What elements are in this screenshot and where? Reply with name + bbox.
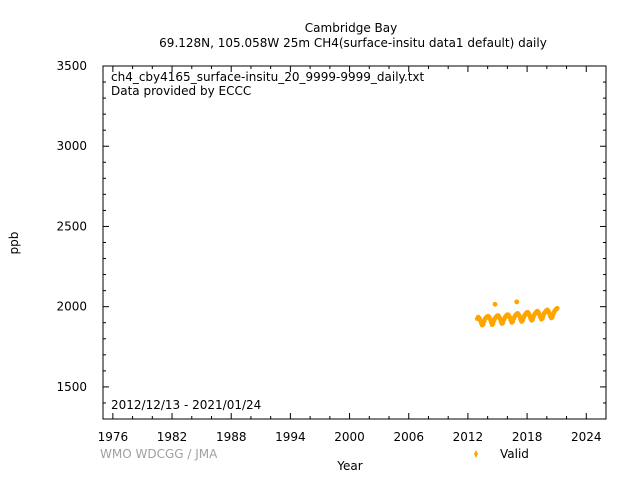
annotation-file: ch4_cby4165_surface-insitu_20_9999-9999_… bbox=[111, 70, 425, 84]
chart-subtitle: 69.128N, 105.058W 25m CH4(surface-insitu… bbox=[159, 36, 547, 50]
axis-ticks bbox=[103, 65, 607, 419]
y-tick-label: 1500 bbox=[56, 380, 87, 394]
y-tick-labels: 1500 2000 2500 3000 3500 bbox=[56, 59, 87, 394]
x-tick-label: 1994 bbox=[275, 430, 306, 444]
x-tick-labels: 1976 1982 1988 1994 2000 2006 2012 2018 2024 bbox=[98, 430, 602, 444]
x-tick-label: 1988 bbox=[216, 430, 247, 444]
date-range-label: 2012/12/13 - 2021/01/24 bbox=[111, 398, 261, 412]
data-point bbox=[514, 299, 520, 305]
y-axis-label: ppb bbox=[7, 232, 21, 255]
data-point bbox=[554, 305, 560, 311]
data-points bbox=[474, 299, 560, 328]
plot-frame bbox=[102, 65, 607, 420]
y-tick-label: 3500 bbox=[56, 59, 87, 73]
x-tick-label: 1982 bbox=[157, 430, 188, 444]
x-tick-label: 2000 bbox=[334, 430, 365, 444]
y-tick-label: 2500 bbox=[56, 219, 87, 233]
credit-label: WMO WDCGG / JMA bbox=[100, 447, 218, 461]
legend-marker-valid bbox=[474, 450, 478, 458]
y-tick-label: 2000 bbox=[56, 300, 87, 314]
annotation-provider: Data provided by ECCC bbox=[111, 84, 251, 98]
x-axis-label: Year bbox=[336, 459, 362, 473]
x-tick-label: 2018 bbox=[512, 430, 543, 444]
x-tick-label: 1976 bbox=[98, 430, 129, 444]
chart-title: Cambridge Bay bbox=[305, 21, 397, 35]
data-point bbox=[492, 301, 498, 307]
x-tick-label: 2024 bbox=[571, 430, 602, 444]
legend: Valid bbox=[474, 447, 529, 461]
legend-label-valid: Valid bbox=[500, 447, 529, 461]
x-tick-label: 2012 bbox=[453, 430, 484, 444]
x-tick-label: 2006 bbox=[393, 430, 424, 444]
y-tick-label: 3000 bbox=[56, 139, 87, 153]
